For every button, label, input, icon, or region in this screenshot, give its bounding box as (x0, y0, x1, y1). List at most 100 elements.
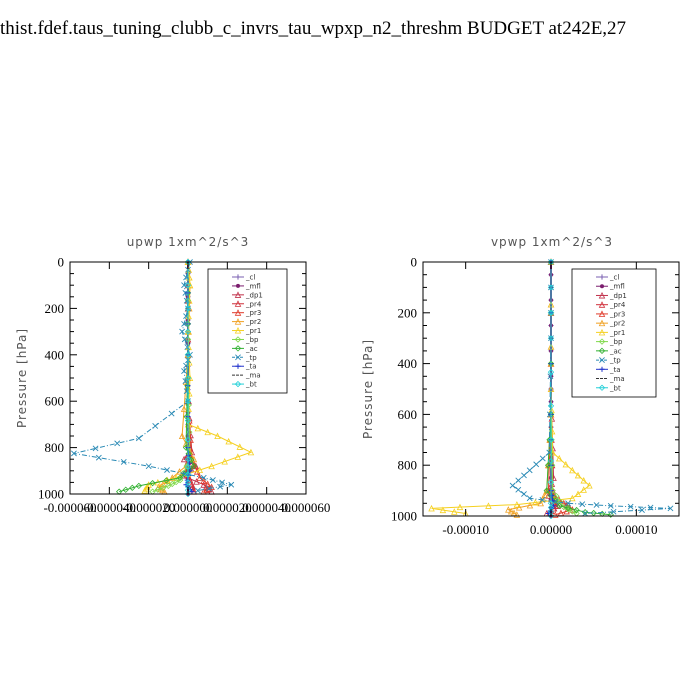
series-marker (208, 462, 215, 470)
series-marker (159, 484, 167, 491)
legend-label: _pr1 (609, 329, 625, 337)
series-marker (573, 506, 580, 514)
series-marker (610, 508, 617, 515)
series-marker (200, 474, 207, 481)
series-marker (247, 448, 255, 456)
series-marker (598, 291, 606, 299)
series-marker (173, 478, 180, 486)
legend-entry: _bt (232, 381, 257, 389)
series-marker (234, 309, 242, 316)
series-marker (598, 301, 606, 308)
series-marker (181, 336, 188, 343)
y-tick-label: 400 (45, 347, 65, 362)
series-marker (204, 480, 211, 487)
legend-entry: _ma (596, 375, 625, 383)
series-marker (184, 436, 192, 444)
series-marker (600, 284, 604, 289)
series-bt (547, 258, 555, 520)
series-marker (547, 309, 555, 316)
legend-entry: _mfl (596, 283, 625, 291)
series-marker (235, 363, 241, 369)
series-marker (234, 327, 242, 334)
series-marker (547, 457, 555, 465)
series-marker (547, 373, 554, 380)
series-marker (236, 443, 244, 450)
series-marker (574, 471, 582, 479)
y-tick-label: 200 (398, 305, 418, 320)
legend-label: _ta (245, 363, 257, 371)
series-marker (181, 282, 187, 289)
series-marker (556, 454, 563, 462)
y-tick-label: 200 (45, 301, 65, 316)
series-marker (543, 487, 550, 494)
series-marker (178, 432, 186, 439)
series-marker (188, 481, 196, 488)
legend-label: _tp (245, 354, 257, 362)
legend-entry: _ac (596, 347, 622, 355)
series-marker (185, 266, 192, 273)
series-marker (547, 402, 555, 410)
series-marker (574, 490, 582, 497)
legend-entry: _bt (596, 384, 621, 392)
series-marker (221, 458, 228, 465)
series-marker (565, 500, 571, 507)
series-marker (539, 455, 546, 462)
series-marker (206, 485, 212, 492)
legend-entry: _pr3 (232, 309, 261, 317)
series-marker (667, 505, 674, 512)
series-marker (234, 300, 242, 307)
legend-label: _pr2 (245, 318, 261, 326)
legend-label: _bt (245, 381, 257, 389)
series-marker (234, 380, 242, 388)
series-marker (184, 417, 192, 424)
legend-entry: _tp (232, 354, 257, 362)
series-marker (181, 368, 187, 374)
series-marker (186, 281, 194, 289)
series-marker (560, 499, 568, 507)
series-marker (228, 481, 235, 488)
series-marker (129, 484, 136, 491)
legend-label: _bt (609, 384, 621, 392)
series-marker (184, 374, 192, 382)
y-axis-label: Pressure [hPa] (361, 339, 375, 439)
series-marker (184, 328, 192, 335)
y-tick-label: 800 (398, 458, 418, 473)
series-marker (165, 482, 172, 490)
x-tick-label: 0.000040 (242, 500, 291, 515)
y-tick-label: 800 (45, 440, 65, 455)
series-marker (515, 477, 522, 484)
legend: _cl_mfl_dp1_pr4_pr3_pr2_pr1_bp_ac_tp_ta_… (571, 268, 657, 398)
legend-label: _ma (609, 375, 625, 383)
series-marker (428, 504, 435, 512)
series-marker (547, 284, 555, 291)
y-tick-label: 1000 (391, 509, 417, 524)
legend-entry: _dp1 (596, 292, 627, 300)
legend-label: _pr3 (609, 310, 625, 318)
series-marker (154, 486, 162, 493)
series-marker (190, 462, 198, 470)
y-tick-label: 1000 (38, 487, 64, 502)
legend: _cl_mfl_dp1_pr4_pr3_pr2_pr1_bp_ac_tp_ta_… (207, 268, 288, 394)
legend-entry: _dp1 (232, 291, 263, 299)
legend-label: _pr4 (609, 301, 626, 309)
series-marker (607, 502, 614, 509)
series-marker (159, 480, 167, 487)
series-marker (95, 454, 102, 461)
x-tick-label: 0.00000 (530, 522, 572, 537)
series-marker (184, 479, 192, 486)
series-marker (182, 290, 189, 296)
series-marker (485, 502, 492, 509)
legend-label: _pr3 (245, 309, 261, 317)
series-marker (234, 453, 242, 460)
series-marker (549, 493, 555, 499)
series-marker (586, 482, 593, 489)
legend-entry: _tp (596, 357, 621, 365)
series-marker (547, 368, 555, 376)
series-line (511, 262, 671, 514)
y-tick-label: 400 (398, 356, 418, 371)
series-marker (179, 328, 186, 335)
series-marker (521, 491, 527, 497)
series-marker (235, 274, 241, 280)
series-marker (184, 305, 192, 312)
